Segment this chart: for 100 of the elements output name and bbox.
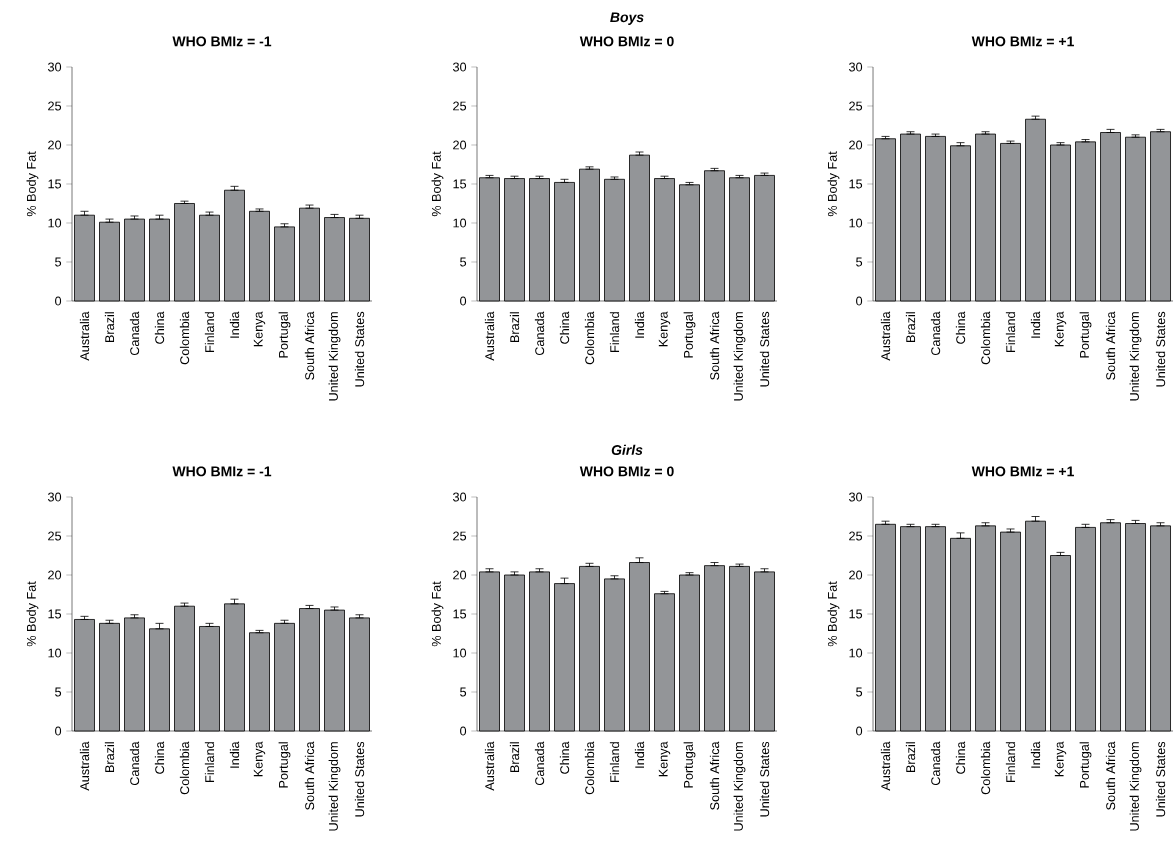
y-tick-label: 15 xyxy=(849,179,863,189)
y-axis-title: % Body Fat xyxy=(26,151,39,217)
x-tick-label: South Africa xyxy=(1105,741,1116,810)
y-tick-label: 20 xyxy=(849,570,863,580)
chart-title: WHO BMIz = -1 xyxy=(172,36,272,47)
x-tick-label: Australia xyxy=(880,741,891,791)
x-tick-label: China xyxy=(955,311,966,344)
x-tick-label: Colombia xyxy=(584,741,595,795)
x-tick-label: Kenya xyxy=(253,741,266,777)
x-tick-label: India xyxy=(229,741,240,768)
x-tick-label: Finland xyxy=(204,312,215,352)
x-tick-label: Colombia xyxy=(584,311,595,365)
x-tick-label: Canada xyxy=(534,741,545,786)
x-tick-label: Brazil xyxy=(509,312,520,343)
x-tick-label: Finland xyxy=(1005,312,1016,352)
y-tick-label: 30 xyxy=(47,492,62,502)
x-tick-label: India xyxy=(634,311,645,338)
y-tick-label: 0 xyxy=(460,296,467,306)
x-tick-label: United States xyxy=(759,741,770,817)
y-tick-label: 10 xyxy=(453,648,467,658)
y-tick-label: 30 xyxy=(47,62,62,72)
x-tick-label: Finland xyxy=(609,742,620,782)
y-tick-label: 20 xyxy=(48,570,62,580)
x-tick-label: South Africa xyxy=(709,311,720,380)
x-tick-label: South Africa xyxy=(304,741,315,810)
x-tick-label: United Kingdom xyxy=(1129,312,1142,401)
y-tick-label: 30 xyxy=(849,62,863,72)
y-axis-title: % Body Fat xyxy=(431,581,444,647)
x-tick-label: Brazil xyxy=(104,742,115,773)
x-tick-label: United Kingdom xyxy=(733,312,746,401)
x-tick-label: Canada xyxy=(930,741,941,786)
x-tick-label: China xyxy=(559,741,570,774)
x-tick-label: United Kingdom xyxy=(733,742,746,831)
y-tick-label: 5 xyxy=(460,687,467,697)
x-tick-label: United States xyxy=(354,741,365,817)
chart-title: WHO BMIz = -1 xyxy=(172,466,272,477)
y-axis-title: % Body Fat xyxy=(827,151,840,217)
x-tick-label: Australia xyxy=(79,741,90,791)
x-tick-label: Portugal xyxy=(278,312,291,358)
y-tick-label: 25 xyxy=(453,531,467,541)
x-tick-label: Colombia xyxy=(179,311,190,365)
x-tick-label: Finland xyxy=(1005,742,1016,782)
y-tick-label: 5 xyxy=(55,687,62,697)
x-tick-label: United States xyxy=(1155,741,1166,817)
x-tick-label: United Kingdom xyxy=(1129,742,1142,831)
y-tick-label: 5 xyxy=(55,257,62,267)
x-tick-label: Australia xyxy=(484,741,495,791)
y-tick-label: 0 xyxy=(856,726,863,736)
y-axis-title: % Body Fat xyxy=(26,581,39,647)
y-tick-label: 15 xyxy=(48,179,62,189)
y-tick-label: 10 xyxy=(48,648,62,658)
y-tick-label: 25 xyxy=(453,101,467,111)
x-tick-label: Kenya xyxy=(253,311,266,347)
x-tick-label: Colombia xyxy=(980,311,991,365)
chart-title: WHO BMIz = 0 xyxy=(579,36,674,47)
y-tick-label: 10 xyxy=(453,218,467,228)
x-tick-label: Colombia xyxy=(980,741,991,795)
y-tick-label: 25 xyxy=(849,101,863,111)
x-tick-label: Kenya xyxy=(658,311,671,347)
x-tick-label: United States xyxy=(1155,311,1166,387)
y-tick-label: 10 xyxy=(849,648,863,658)
x-tick-label: India xyxy=(229,311,240,338)
x-tick-label: Canada xyxy=(129,311,140,356)
y-tick-label: 25 xyxy=(48,101,62,111)
x-tick-label: United Kingdom xyxy=(328,312,341,401)
x-tick-label: Kenya xyxy=(658,741,671,777)
y-tick-label: 5 xyxy=(856,687,863,697)
x-tick-label: Portugal xyxy=(278,742,291,788)
x-tick-label: India xyxy=(1030,741,1041,768)
x-tick-label: Canada xyxy=(534,311,545,356)
chart-title: WHO BMIz = +1 xyxy=(971,466,1074,477)
y-tick-label: 15 xyxy=(849,609,863,619)
y-tick-label: 15 xyxy=(453,179,467,189)
y-axis-title: % Body Fat xyxy=(431,151,444,217)
chart-subtitle: Girls xyxy=(611,444,643,455)
x-tick-label: South Africa xyxy=(709,741,720,810)
x-tick-label: Portugal xyxy=(683,312,696,358)
y-tick-label: 15 xyxy=(48,609,62,619)
y-tick-label: 5 xyxy=(856,257,863,267)
x-tick-label: Canada xyxy=(930,311,941,356)
x-tick-label: China xyxy=(955,741,966,774)
x-tick-label: Colombia xyxy=(179,741,190,795)
chart-title: WHO BMIz = +1 xyxy=(971,36,1074,47)
x-tick-label: India xyxy=(634,741,645,768)
y-tick-label: 20 xyxy=(453,140,467,150)
x-tick-label: United States xyxy=(354,311,365,387)
chart-subtitle: Boys xyxy=(610,12,644,25)
x-tick-label: Canada xyxy=(129,741,140,786)
x-tick-label: Finland xyxy=(609,312,620,352)
x-tick-label: Australia xyxy=(79,311,90,361)
y-tick-label: 30 xyxy=(453,492,467,502)
x-tick-label: Brazil xyxy=(905,312,916,343)
x-tick-label: Portugal xyxy=(683,742,696,788)
y-tick-label: 10 xyxy=(48,218,62,228)
x-tick-label: Kenya xyxy=(1054,311,1067,347)
x-tick-label: China xyxy=(559,311,570,344)
x-tick-label: South Africa xyxy=(304,311,315,380)
x-tick-label: Brazil xyxy=(905,742,916,773)
x-tick-label: Portugal xyxy=(1079,742,1092,788)
y-tick-label: 30 xyxy=(453,62,467,72)
